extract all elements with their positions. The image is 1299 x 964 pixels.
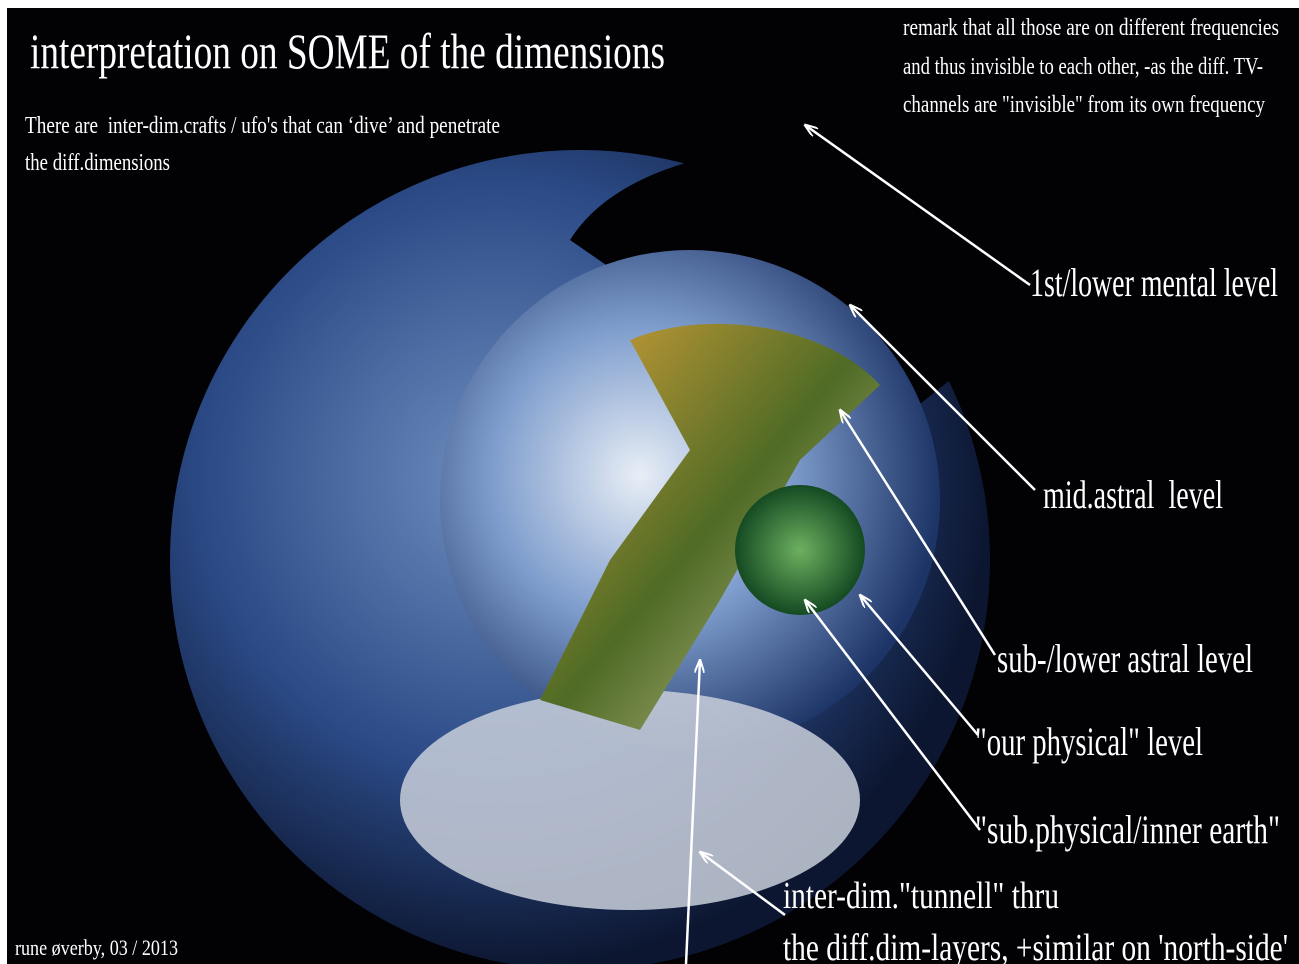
pole-cloud: [400, 690, 860, 910]
credit: rune øverby, 03 / 2013: [15, 935, 178, 960]
arrow: [805, 600, 981, 831]
arrow: [850, 305, 1036, 491]
level-label: "our physical" level: [975, 719, 1203, 764]
level-label: mid.astral level: [1043, 472, 1223, 517]
level-label: sub-/lower astral level: [997, 636, 1253, 681]
astral-layer: [540, 323, 880, 730]
remark-line: channels are "invisible" from its own fr…: [903, 92, 1265, 118]
arrow: [805, 125, 1031, 287]
note-line: There are inter-dim.crafts / ufo's that …: [25, 113, 500, 139]
remark-line: remark that all those are on different f…: [903, 15, 1279, 41]
arrow: [684, 660, 700, 964]
arrow: [840, 410, 997, 656]
tunnel-label: the diff.dim-layers, +similar on 'north-…: [783, 927, 1288, 964]
remark-line: and thus invisible to each other, -as th…: [903, 54, 1263, 80]
arrow: [860, 595, 979, 736]
level-label: 1st/lower mental level: [1030, 260, 1278, 305]
title: interpretation on SOME of the dimensions: [30, 23, 665, 79]
physical-earth: [735, 485, 865, 615]
level-label: "sub.physical/inner earth": [975, 807, 1280, 852]
note-line: the diff.dimensions: [25, 150, 170, 176]
tunnel-label: inter-dim."tunnell" thru: [783, 875, 1059, 917]
arrow: [700, 852, 786, 917]
